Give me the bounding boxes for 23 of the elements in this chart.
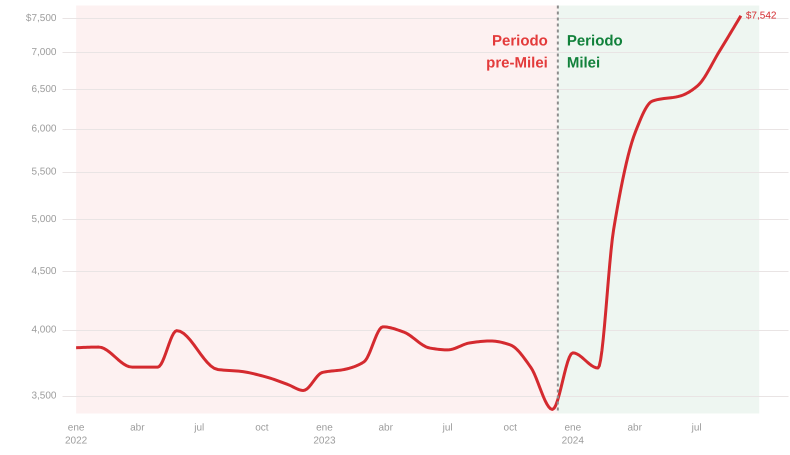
x-tick-label: jul bbox=[442, 422, 453, 434]
x-tick-label: jul bbox=[193, 422, 204, 434]
y-tick-label: 6,000 bbox=[31, 124, 57, 135]
x-tick-label: ene 2023 bbox=[313, 422, 336, 447]
x-tick-label: ene 2024 bbox=[562, 422, 584, 447]
band-label: Periodo pre-Milei bbox=[486, 32, 548, 72]
x-tick-label: abr bbox=[378, 422, 394, 434]
x-tick-label: oct bbox=[504, 422, 518, 434]
x-tick-label: abr bbox=[130, 422, 146, 434]
y-tick-label: 7,000 bbox=[31, 47, 57, 58]
y-tick-label: 4,000 bbox=[31, 324, 57, 336]
y-tick-label: 4,500 bbox=[31, 266, 57, 278]
x-tick-label: jul bbox=[690, 422, 702, 434]
y-tick-label: 6,500 bbox=[31, 84, 57, 95]
y-tick-label: 3,500 bbox=[31, 390, 57, 402]
data-label: $7,542 bbox=[746, 10, 777, 22]
y-tick-label: 5,500 bbox=[31, 166, 57, 178]
x-tick-label: ene 2022 bbox=[64, 422, 88, 447]
y-tick-label: $7,500 bbox=[26, 13, 57, 24]
x-tick-label: oct bbox=[255, 422, 269, 434]
band-label: Periodo Milei bbox=[566, 32, 623, 72]
y-tick-label: 5,000 bbox=[31, 214, 57, 225]
x-tick-label: abr bbox=[628, 422, 643, 434]
